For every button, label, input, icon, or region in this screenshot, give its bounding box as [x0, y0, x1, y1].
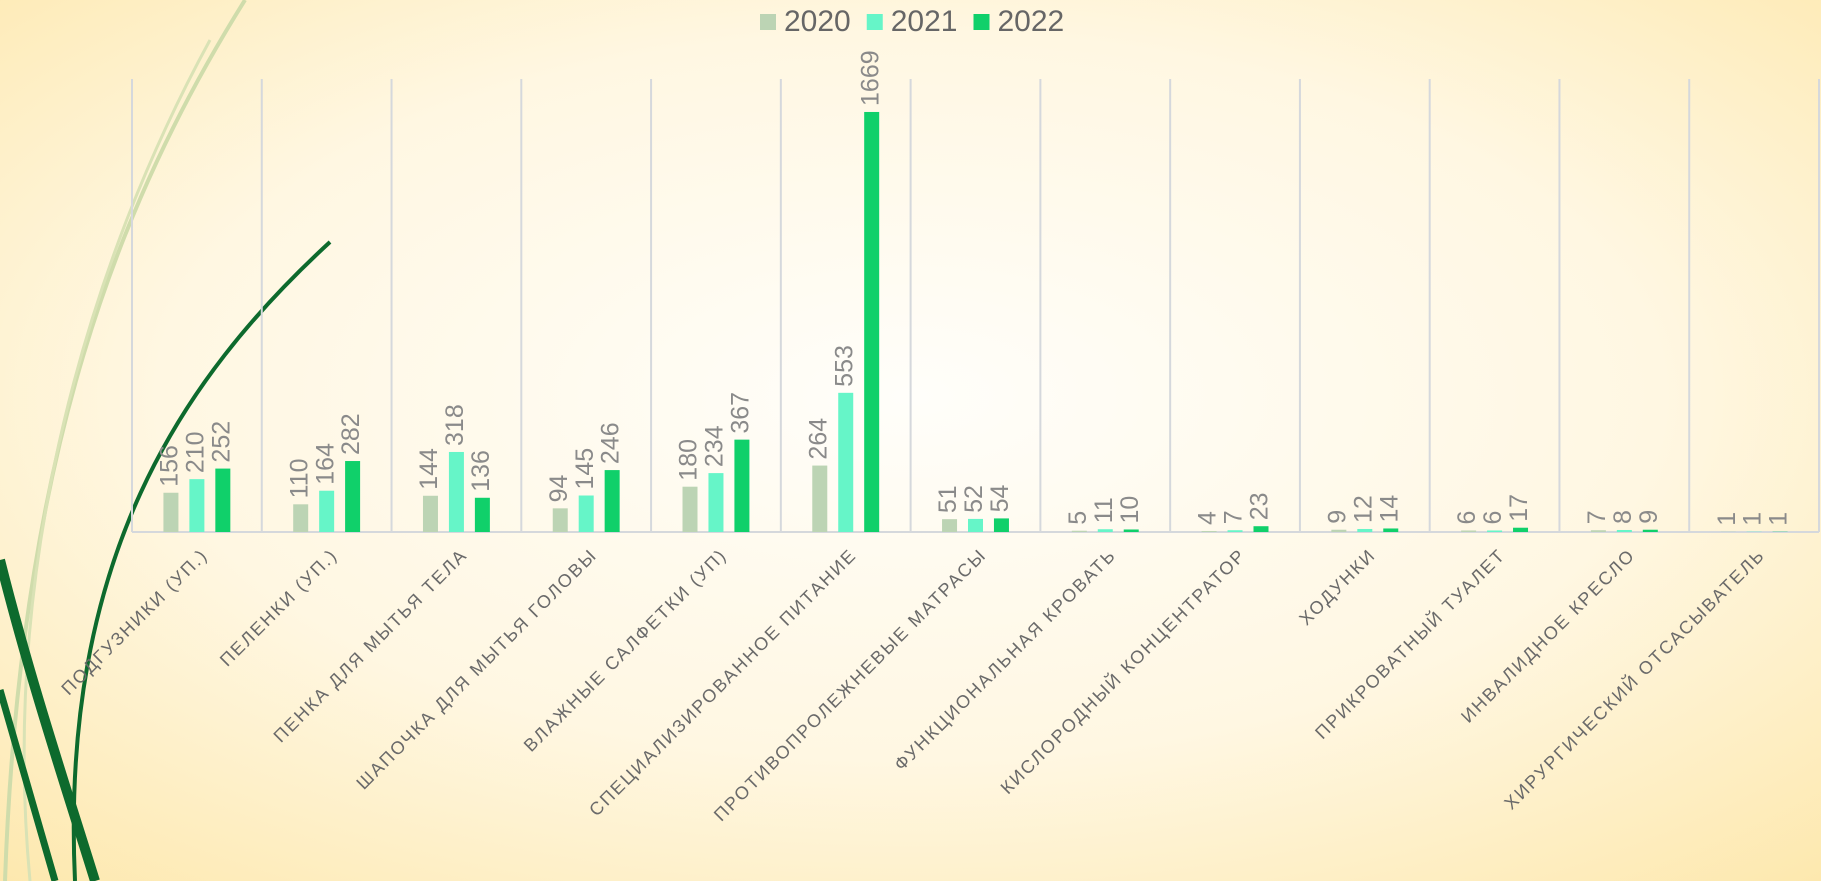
bar — [993, 518, 1009, 532]
value-label: 12 — [1349, 495, 1377, 523]
value-label: 9 — [1635, 510, 1663, 524]
bar — [1097, 529, 1113, 532]
bar — [578, 495, 594, 532]
bar — [1357, 528, 1373, 532]
bar — [682, 486, 698, 532]
value-label: 23 — [1246, 492, 1274, 520]
value-label: 94 — [545, 474, 573, 502]
legend-swatch — [866, 14, 883, 30]
bar — [215, 468, 231, 532]
value-label: 252 — [207, 421, 235, 463]
bar — [734, 439, 750, 532]
bar — [552, 508, 568, 532]
value-label: 164 — [311, 443, 339, 485]
bar — [1123, 529, 1139, 532]
bar — [1071, 530, 1087, 532]
bar — [1331, 529, 1347, 532]
bar — [319, 490, 335, 532]
value-label: 1 — [1739, 512, 1767, 526]
legend: 2020 2021 2022 — [760, 5, 1064, 38]
bar — [1642, 529, 1658, 532]
bar — [345, 461, 361, 532]
bar — [864, 111, 880, 533]
bar — [163, 492, 179, 532]
value-label: 8 — [1609, 510, 1637, 524]
value-label: 5 — [1064, 511, 1092, 525]
value-label: 6 — [1479, 511, 1507, 525]
bar — [942, 519, 958, 532]
value-label: 144 — [415, 448, 443, 490]
value-label: 9 — [1323, 510, 1351, 524]
value-label: 1669 — [856, 50, 884, 106]
value-label: 553 — [830, 345, 858, 387]
value-label: 1 — [1713, 512, 1741, 526]
value-label: 180 — [675, 439, 703, 481]
bar — [1201, 530, 1217, 532]
legend-swatch — [973, 14, 990, 30]
value-label: 136 — [467, 450, 495, 492]
bar — [189, 479, 205, 532]
value-label: 156 — [156, 445, 184, 487]
legend-label: 2021 — [891, 5, 958, 38]
bar — [422, 495, 438, 532]
bar — [1487, 530, 1503, 532]
value-label: 110 — [285, 458, 313, 498]
value-label: 210 — [181, 431, 209, 473]
value-label: 11 — [1090, 497, 1118, 523]
value-label: 7 — [1220, 510, 1248, 524]
bar — [1227, 530, 1243, 532]
value-label: 7 — [1583, 510, 1611, 524]
bar — [448, 451, 464, 532]
bar — [1383, 528, 1399, 532]
value-label: 1 — [1765, 512, 1793, 526]
bar — [474, 497, 490, 532]
bar — [812, 465, 828, 532]
legend-label: 2020 — [784, 5, 851, 38]
value-label: 234 — [701, 425, 729, 467]
value-label: 145 — [571, 448, 599, 490]
value-label: 17 — [1505, 494, 1533, 522]
bar — [1590, 530, 1606, 532]
bar — [1461, 530, 1477, 532]
value-label: 282 — [337, 413, 365, 455]
value-label: 318 — [441, 404, 469, 446]
value-label: 51 — [934, 485, 962, 513]
value-label: 6 — [1453, 511, 1481, 525]
value-label: 54 — [986, 485, 1014, 513]
value-label: 264 — [804, 418, 832, 460]
value-label: 10 — [1116, 496, 1144, 524]
bar — [1253, 526, 1269, 532]
value-label: 14 — [1375, 495, 1403, 523]
bar — [968, 518, 983, 532]
bar — [1616, 529, 1632, 532]
bar — [1513, 527, 1529, 532]
bar — [838, 392, 854, 532]
bar — [708, 473, 724, 532]
value-label: 367 — [727, 392, 755, 434]
bar — [293, 504, 309, 532]
bar — [604, 470, 620, 532]
value-label: 246 — [597, 422, 625, 464]
value-label: 4 — [1194, 511, 1222, 525]
legend-label: 2022 — [998, 5, 1065, 38]
value-label: 52 — [960, 485, 988, 513]
decoration — [0, 0, 332, 881]
legend-swatch — [760, 14, 776, 30]
